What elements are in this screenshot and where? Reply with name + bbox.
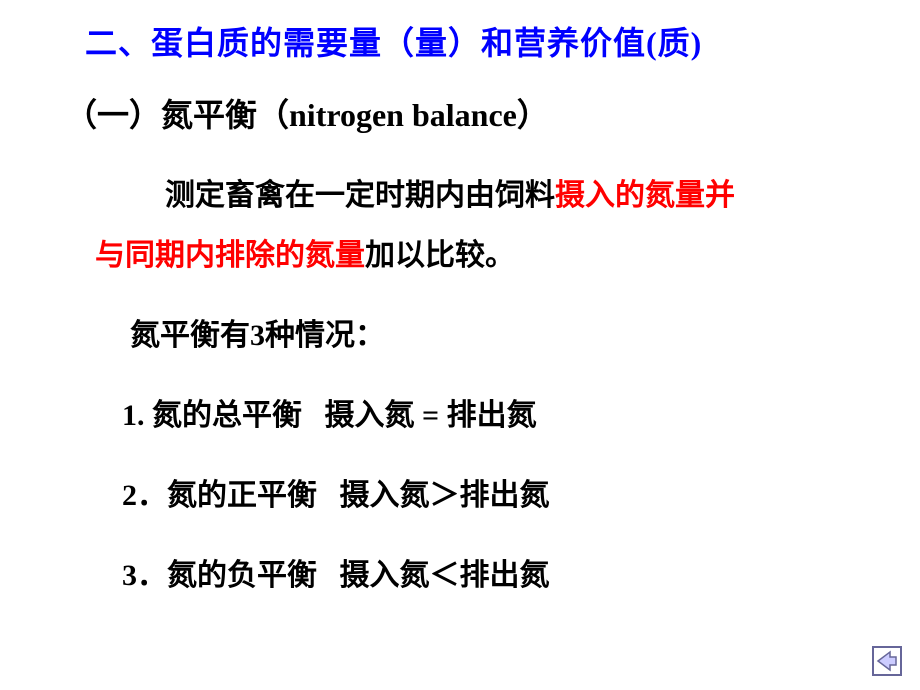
item-name: 氮的总平衡	[152, 399, 302, 432]
intro-line-2-red: 与同期内排除的氮量	[95, 239, 365, 272]
section-title: 二、蛋白质的需要量（量）和营养价值(质)	[85, 18, 702, 64]
slide: 二、蛋白质的需要量（量）和营养价值(质) （一）氮平衡（nitrogen bal…	[0, 0, 920, 690]
item-name: 氮的正平衡	[167, 479, 317, 512]
list-item: 3．氮的负平衡 摄入氮＜排出氮	[122, 558, 550, 594]
list-item: 2．氮的正平衡 摄入氮＞排出氮	[122, 478, 550, 514]
intro-line-1: 测定畜禽在一定时期内由饲料摄入的氮量并	[165, 178, 735, 214]
item-number: 3．	[122, 559, 167, 592]
intro-line-2-black: 加以比较。	[365, 239, 515, 272]
intro-line-1-black: 测定畜禽在一定时期内由饲料	[165, 179, 555, 212]
intro-line-2: 与同期内排除的氮量加以比较。	[95, 238, 515, 274]
item-equation: 摄入氮＜排出氮	[340, 559, 550, 592]
item-number: 1.	[122, 399, 145, 432]
intro-line-1-red: 摄入的氮量并	[555, 179, 735, 212]
item-equation: 摄入氮＞排出氮	[340, 479, 550, 512]
kinds-label: 氮平衡有3种情况：	[130, 318, 385, 354]
previous-slide-icon[interactable]	[872, 646, 902, 676]
list-item: 1. 氮的总平衡 摄入氮 = 排出氮	[122, 398, 537, 434]
item-number: 2．	[122, 479, 167, 512]
item-equation: 摄入氮 = 排出氮	[325, 399, 537, 432]
subsection-title: （一）氮平衡（nitrogen balance）	[65, 90, 549, 136]
item-name: 氮的负平衡	[167, 559, 317, 592]
